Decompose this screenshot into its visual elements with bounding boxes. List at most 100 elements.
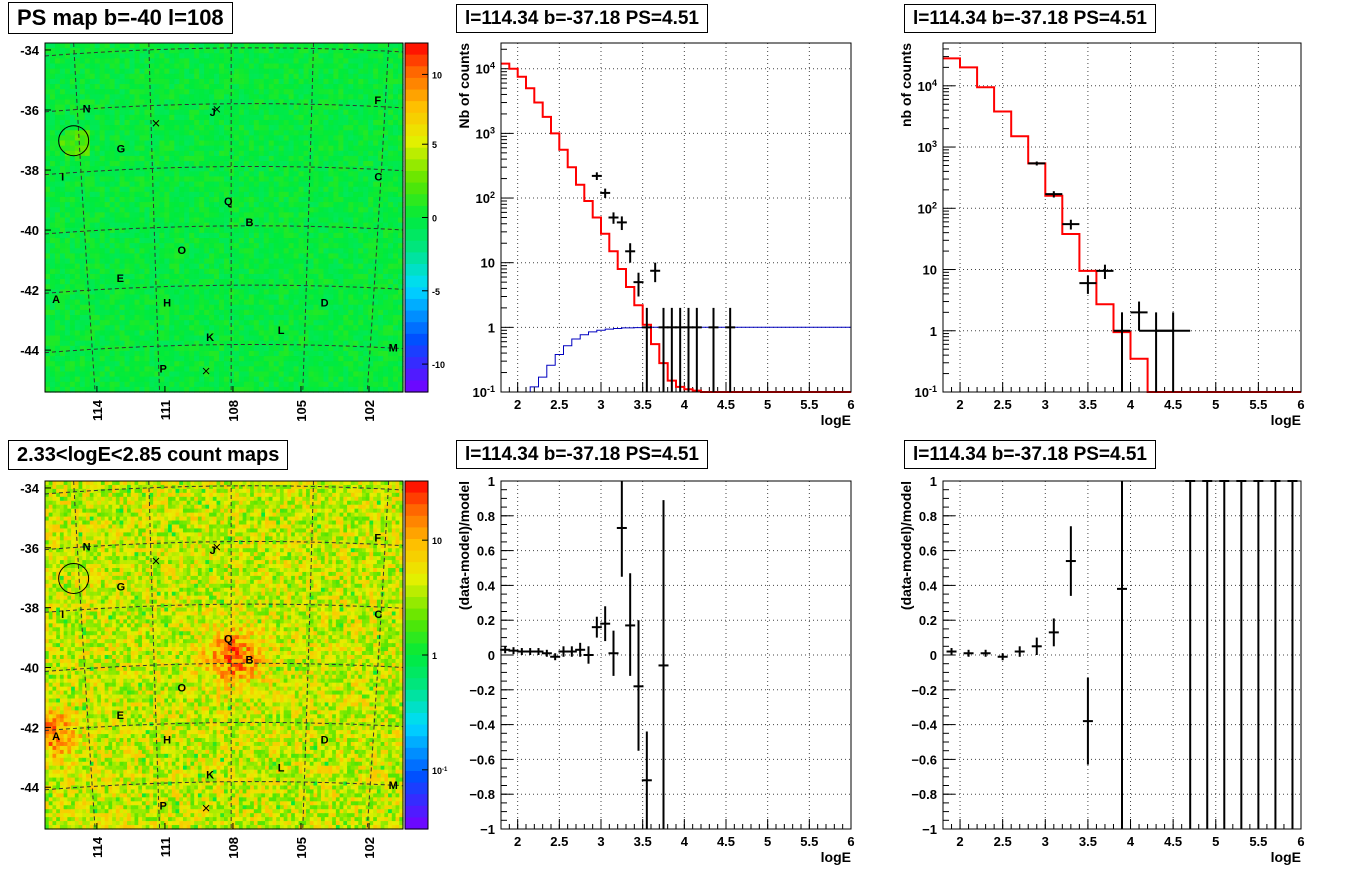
map-pixel	[273, 212, 280, 219]
map-pixel	[84, 263, 91, 270]
map-pixel	[273, 248, 280, 255]
map-pixel	[378, 161, 384, 167]
map-pixel	[318, 181, 325, 188]
map-pixel	[45, 140, 51, 147]
map-pixel	[224, 299, 230, 306]
map-pixel	[293, 145, 300, 152]
map-pixel	[263, 325, 270, 332]
map-pixel	[169, 273, 175, 280]
map-pixel	[373, 145, 379, 152]
map-pixel	[49, 381, 56, 388]
map-pixel	[164, 135, 170, 142]
map-pixel	[273, 376, 280, 383]
map-pixel	[169, 58, 175, 65]
map-pixel	[219, 94, 225, 101]
map-pixel	[209, 114, 215, 121]
map-pixel	[253, 263, 260, 270]
map-pixel	[45, 104, 51, 111]
map-pixel	[383, 53, 389, 59]
map-pixel	[358, 376, 364, 383]
map-pixel	[293, 150, 300, 157]
map-pixel	[363, 207, 369, 213]
map-pixel	[154, 366, 160, 373]
map-pixel	[204, 243, 210, 249]
map-pixel	[268, 309, 275, 316]
map-pixel	[209, 273, 215, 280]
map-pixel	[49, 217, 56, 224]
map-pixel	[288, 196, 295, 203]
map-pixel	[333, 381, 339, 388]
map-pixel	[79, 386, 86, 393]
map-pixel	[243, 166, 250, 172]
map-pixel	[233, 350, 240, 357]
map-pixel	[129, 227, 136, 234]
map-pixel	[318, 366, 325, 373]
map-pixel	[338, 99, 344, 106]
map-pixel	[129, 361, 136, 367]
map-pixel	[209, 315, 215, 321]
map-pixel	[333, 217, 339, 224]
map-pixel	[238, 202, 245, 208]
map-pixel	[129, 202, 136, 208]
map-pixel	[273, 350, 280, 357]
map-pixel	[338, 207, 344, 213]
map-pixel	[328, 73, 334, 80]
map-pixel	[393, 325, 399, 332]
map-pixel	[139, 63, 146, 70]
map-pixel	[59, 171, 66, 178]
map-pixel	[149, 330, 155, 337]
source-label-h: H	[163, 297, 171, 309]
map-pixel	[338, 68, 344, 75]
map-pixel	[104, 104, 111, 111]
map-pixel	[219, 284, 225, 290]
map-pixel	[358, 104, 364, 111]
map-pixel	[194, 345, 200, 352]
map-pixel	[378, 119, 384, 126]
map-pixel	[64, 284, 71, 290]
map-pixel	[368, 253, 374, 260]
map-pixel	[124, 135, 131, 142]
map-pixel	[109, 335, 116, 342]
map-pixel	[293, 43, 300, 49]
map-pixel	[114, 376, 121, 383]
map-pixel	[228, 335, 235, 342]
map-pixel	[174, 191, 180, 198]
map-pixel	[169, 145, 175, 152]
map-pixel	[139, 381, 146, 388]
map-pixel	[238, 253, 245, 260]
map-pixel	[293, 119, 300, 126]
map-pixel	[253, 202, 260, 208]
map-pixel	[323, 166, 330, 172]
map-pixel	[169, 304, 175, 311]
map-pixel	[368, 186, 374, 193]
map-pixel	[45, 284, 51, 290]
map-pixel	[368, 114, 374, 121]
map-pixel	[169, 125, 175, 131]
map-pixel	[49, 135, 56, 142]
map-pixel	[204, 104, 210, 111]
map-pixel	[45, 320, 51, 326]
map-pixel	[253, 320, 260, 326]
map-pixel	[84, 130, 91, 136]
map-pixel	[348, 381, 354, 388]
map-pixel	[313, 263, 320, 270]
map-pixel	[224, 309, 230, 316]
map-pixel	[343, 196, 349, 203]
map-pixel	[298, 99, 305, 106]
map-pixel	[323, 253, 330, 260]
map-pixel	[214, 284, 220, 290]
map-pixel	[233, 304, 240, 311]
map-pixel	[318, 361, 325, 367]
map-pixel	[388, 181, 394, 188]
map-pixel	[293, 53, 300, 59]
map-pixel	[224, 140, 230, 147]
map-pixel	[139, 181, 146, 188]
map-pixel	[54, 104, 61, 111]
map-pixel	[293, 371, 300, 378]
map-pixel	[358, 130, 364, 136]
map-pixel	[45, 181, 51, 188]
map-pixel	[104, 284, 111, 290]
map-pixel	[388, 248, 394, 255]
map-pixel	[194, 63, 200, 70]
map-pixel	[323, 320, 330, 326]
